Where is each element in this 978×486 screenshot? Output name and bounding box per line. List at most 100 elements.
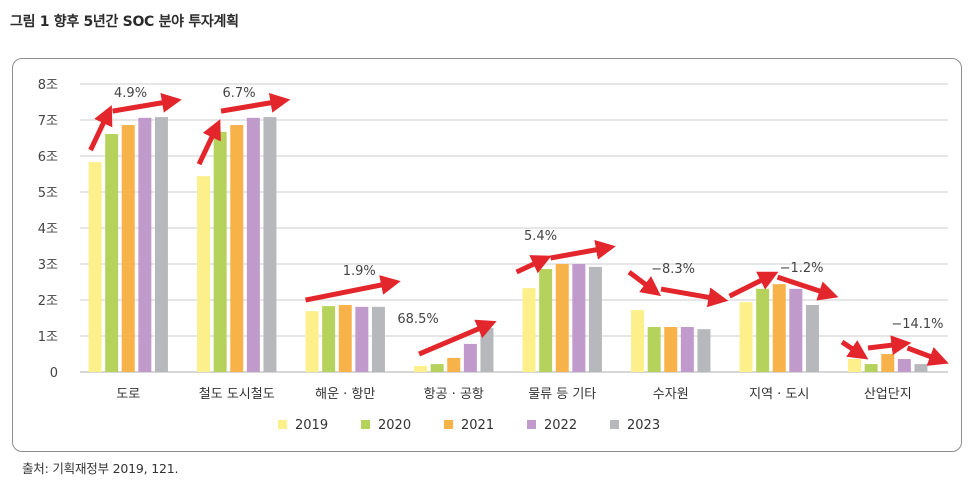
y-tick-label: 1조 [38, 330, 58, 345]
y-tick-label: 0 [50, 366, 58, 381]
bar-2021-3 [447, 357, 461, 372]
bar-2021-4 [555, 264, 569, 372]
bar-2023-4 [588, 266, 602, 372]
bar-2020-3 [430, 364, 444, 372]
growth-rate-label: −8.3% [651, 262, 695, 277]
legend-label: 2020 [378, 418, 411, 433]
bar-2020-7 [864, 364, 878, 372]
bar-2020-4 [539, 269, 553, 372]
category-label: 산업단지 [864, 387, 912, 402]
legend-label: 2019 [295, 418, 328, 433]
category-label: 수자원 [653, 387, 689, 402]
bar-2023-7 [914, 364, 928, 372]
trend-arrow [515, 255, 552, 275]
bar-2023-3 [480, 328, 494, 372]
bar-2019-4 [522, 288, 536, 372]
bar-2019-3 [414, 365, 428, 372]
y-tick-label: 2조 [38, 294, 58, 309]
bar-2023-5 [697, 329, 711, 372]
y-tick-label: 6조 [38, 150, 58, 165]
y-axis-ticks: 0 1조 2조 3조 4조 5조 6조 7조 8조 [38, 78, 58, 381]
trend-arrow [627, 270, 662, 297]
growth-rate-label: 4.9% [114, 86, 147, 101]
y-tick-label: 3조 [38, 258, 58, 273]
bar-2019-7 [848, 359, 862, 372]
category-label: 도로 [116, 387, 140, 402]
bar-2021-6 [772, 284, 786, 372]
bar-2022-4 [572, 264, 586, 372]
growth-rate-label: 1.9% [343, 264, 376, 279]
bar-2023-1 [263, 117, 277, 373]
y-tick-label: 8조 [38, 78, 58, 93]
bar-2022-2 [355, 306, 369, 372]
bar-2019-5 [631, 310, 645, 372]
bar-2020-5 [647, 327, 661, 372]
growth-rate-label: −14.1% [891, 317, 943, 332]
bar-2023-6 [805, 305, 819, 372]
trend-arrow [867, 335, 912, 356]
legend-label: 2023 [627, 418, 660, 433]
legend-swatch-2021 [444, 420, 453, 429]
figure-source: 출처: 기획재정부 2019, 121. [22, 461, 179, 476]
bar-2021-2 [338, 305, 352, 372]
bar-2019-2 [305, 311, 319, 372]
legend-label: 2022 [544, 418, 577, 433]
legend-swatch-2023 [610, 420, 619, 429]
trend-arrow [550, 239, 616, 261]
bar-2023-2 [371, 306, 385, 372]
trend-arrow [88, 105, 113, 152]
bar-2022-5 [680, 327, 694, 372]
bar-2019-0 [88, 162, 102, 372]
bar-2021-7 [881, 354, 895, 372]
trend-arrow [660, 286, 729, 308]
category-label: 항공 · 공항 [424, 387, 484, 402]
trend-arrow [906, 345, 949, 366]
bar-2020-1 [213, 131, 227, 372]
trend-arrow [112, 92, 182, 114]
y-tick-label: 5조 [38, 186, 58, 201]
y-tick-label: 4조 [38, 222, 58, 237]
annotations: 4.9% 6.7% 1.9% 68.5% 5.4% −8.3% −1.2% −14.1% [114, 86, 944, 332]
trend-arrow [728, 271, 779, 299]
bar-2020-6 [756, 288, 770, 372]
bar-2021-1 [230, 125, 244, 372]
bar-2023-0 [154, 117, 168, 373]
growth-rate-label: 68.5% [397, 312, 438, 327]
bar-2022-6 [789, 288, 803, 372]
category-label: 해운 · 항만 [315, 387, 375, 402]
growth-rate-label: 5.4% [524, 229, 557, 244]
figure-title: 그림 1 향후 5년간 SOC 분야 투자계획 [10, 14, 239, 30]
legend-swatch-2020 [361, 420, 370, 429]
x-axis-labels: 도로 철도 도시철도 해운 · 항만 항공 · 공항 물류 등 기타 수자원 지역 · 도시… [116, 387, 911, 402]
growth-rate-label: 6.7% [223, 86, 256, 101]
bar-2021-0 [121, 125, 135, 372]
growth-rate-label: −1.2% [780, 261, 824, 276]
bar-2022-1 [246, 117, 260, 372]
category-label: 물류 등 기타 [528, 387, 596, 402]
legend-swatch-2019 [278, 420, 287, 429]
trend-arrows [88, 92, 949, 366]
y-tick-label: 7조 [38, 114, 58, 129]
trend-arrow [305, 275, 401, 303]
trend-arrow [196, 119, 221, 166]
bar-2022-0 [138, 117, 152, 372]
trend-arrow [418, 319, 497, 357]
bar-2020-0 [105, 134, 119, 372]
bar-2022-3 [463, 343, 477, 372]
legend-swatch-2022 [527, 420, 536, 429]
legend-label: 2021 [461, 418, 494, 433]
legend: 2019 2020 2021 2022 2023 [278, 418, 660, 433]
bar-2020-2 [322, 306, 336, 372]
bars [88, 117, 928, 373]
chart-frame [12, 58, 962, 452]
bar-2019-1 [197, 176, 211, 372]
category-label: 철도 도시철도 [199, 387, 275, 402]
trend-arrow [220, 92, 291, 114]
bar-2021-5 [664, 327, 678, 372]
bar-2022-7 [897, 359, 911, 372]
trend-arrow [776, 274, 839, 301]
trend-arrow [840, 339, 869, 360]
bar-2019-6 [739, 302, 753, 372]
category-label: 지역 · 도시 [749, 387, 809, 402]
